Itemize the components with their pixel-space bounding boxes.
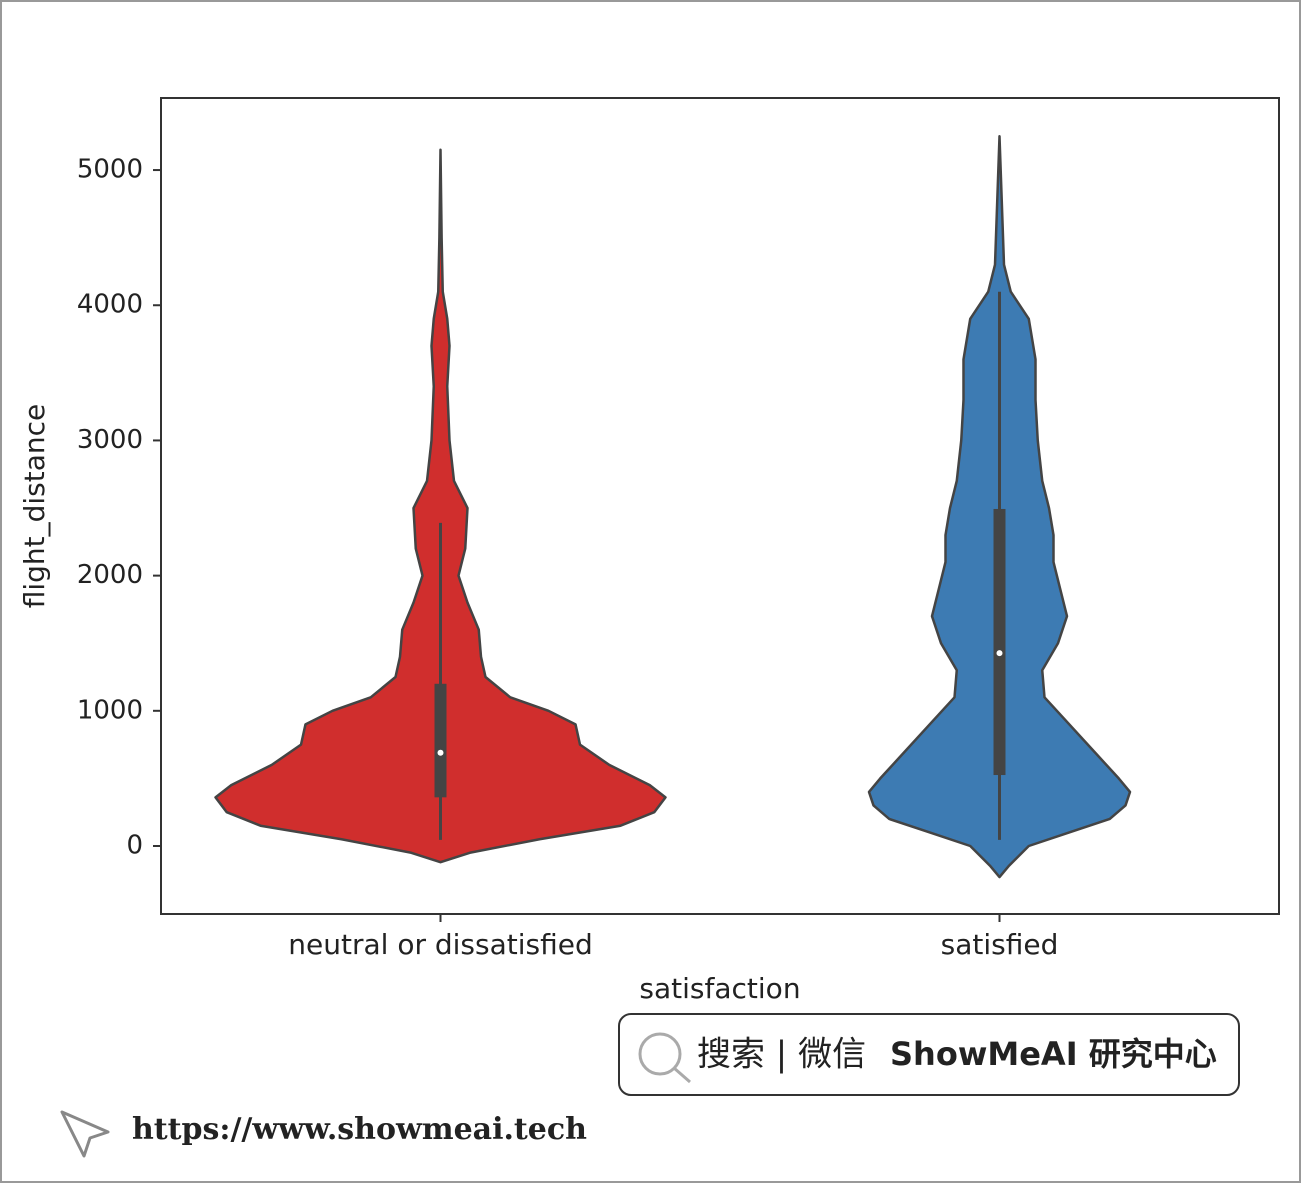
y-tick-label: 3000: [77, 425, 143, 455]
y-tick-label: 0: [126, 831, 143, 861]
x-tick-label: satisfied: [941, 928, 1059, 961]
y-tick-label: 4000: [77, 290, 143, 320]
box: [434, 683, 447, 798]
median: [437, 749, 444, 756]
x-axis-label: satisfaction: [639, 972, 800, 1005]
median: [996, 650, 1003, 657]
x-tick-label: neutral or dissatisfied: [288, 928, 592, 961]
plot-frame: [160, 97, 1280, 915]
url-text: https://www.showmeai.tech: [132, 1112, 587, 1147]
search-icon-handle: [673, 1066, 691, 1084]
violin-body: [214, 148, 667, 864]
search-icon: [638, 1032, 682, 1076]
y-tick-label: 2000: [77, 560, 143, 590]
search-box: [618, 1013, 1240, 1096]
cursor-icon: [60, 1110, 110, 1158]
watermark: 搜索 | 微信 ShowMeAI 研究中心 https://www.showme…: [60, 1013, 1240, 1158]
y-axis-label: flight_distance: [18, 404, 51, 609]
brand-text: ShowMeAI 研究中心: [890, 1035, 1217, 1073]
y-tick-label: 5000: [77, 155, 143, 185]
search-text: 搜索 | 微信: [697, 1035, 866, 1075]
y-tick-label: 1000: [77, 695, 143, 725]
box: [993, 508, 1006, 776]
